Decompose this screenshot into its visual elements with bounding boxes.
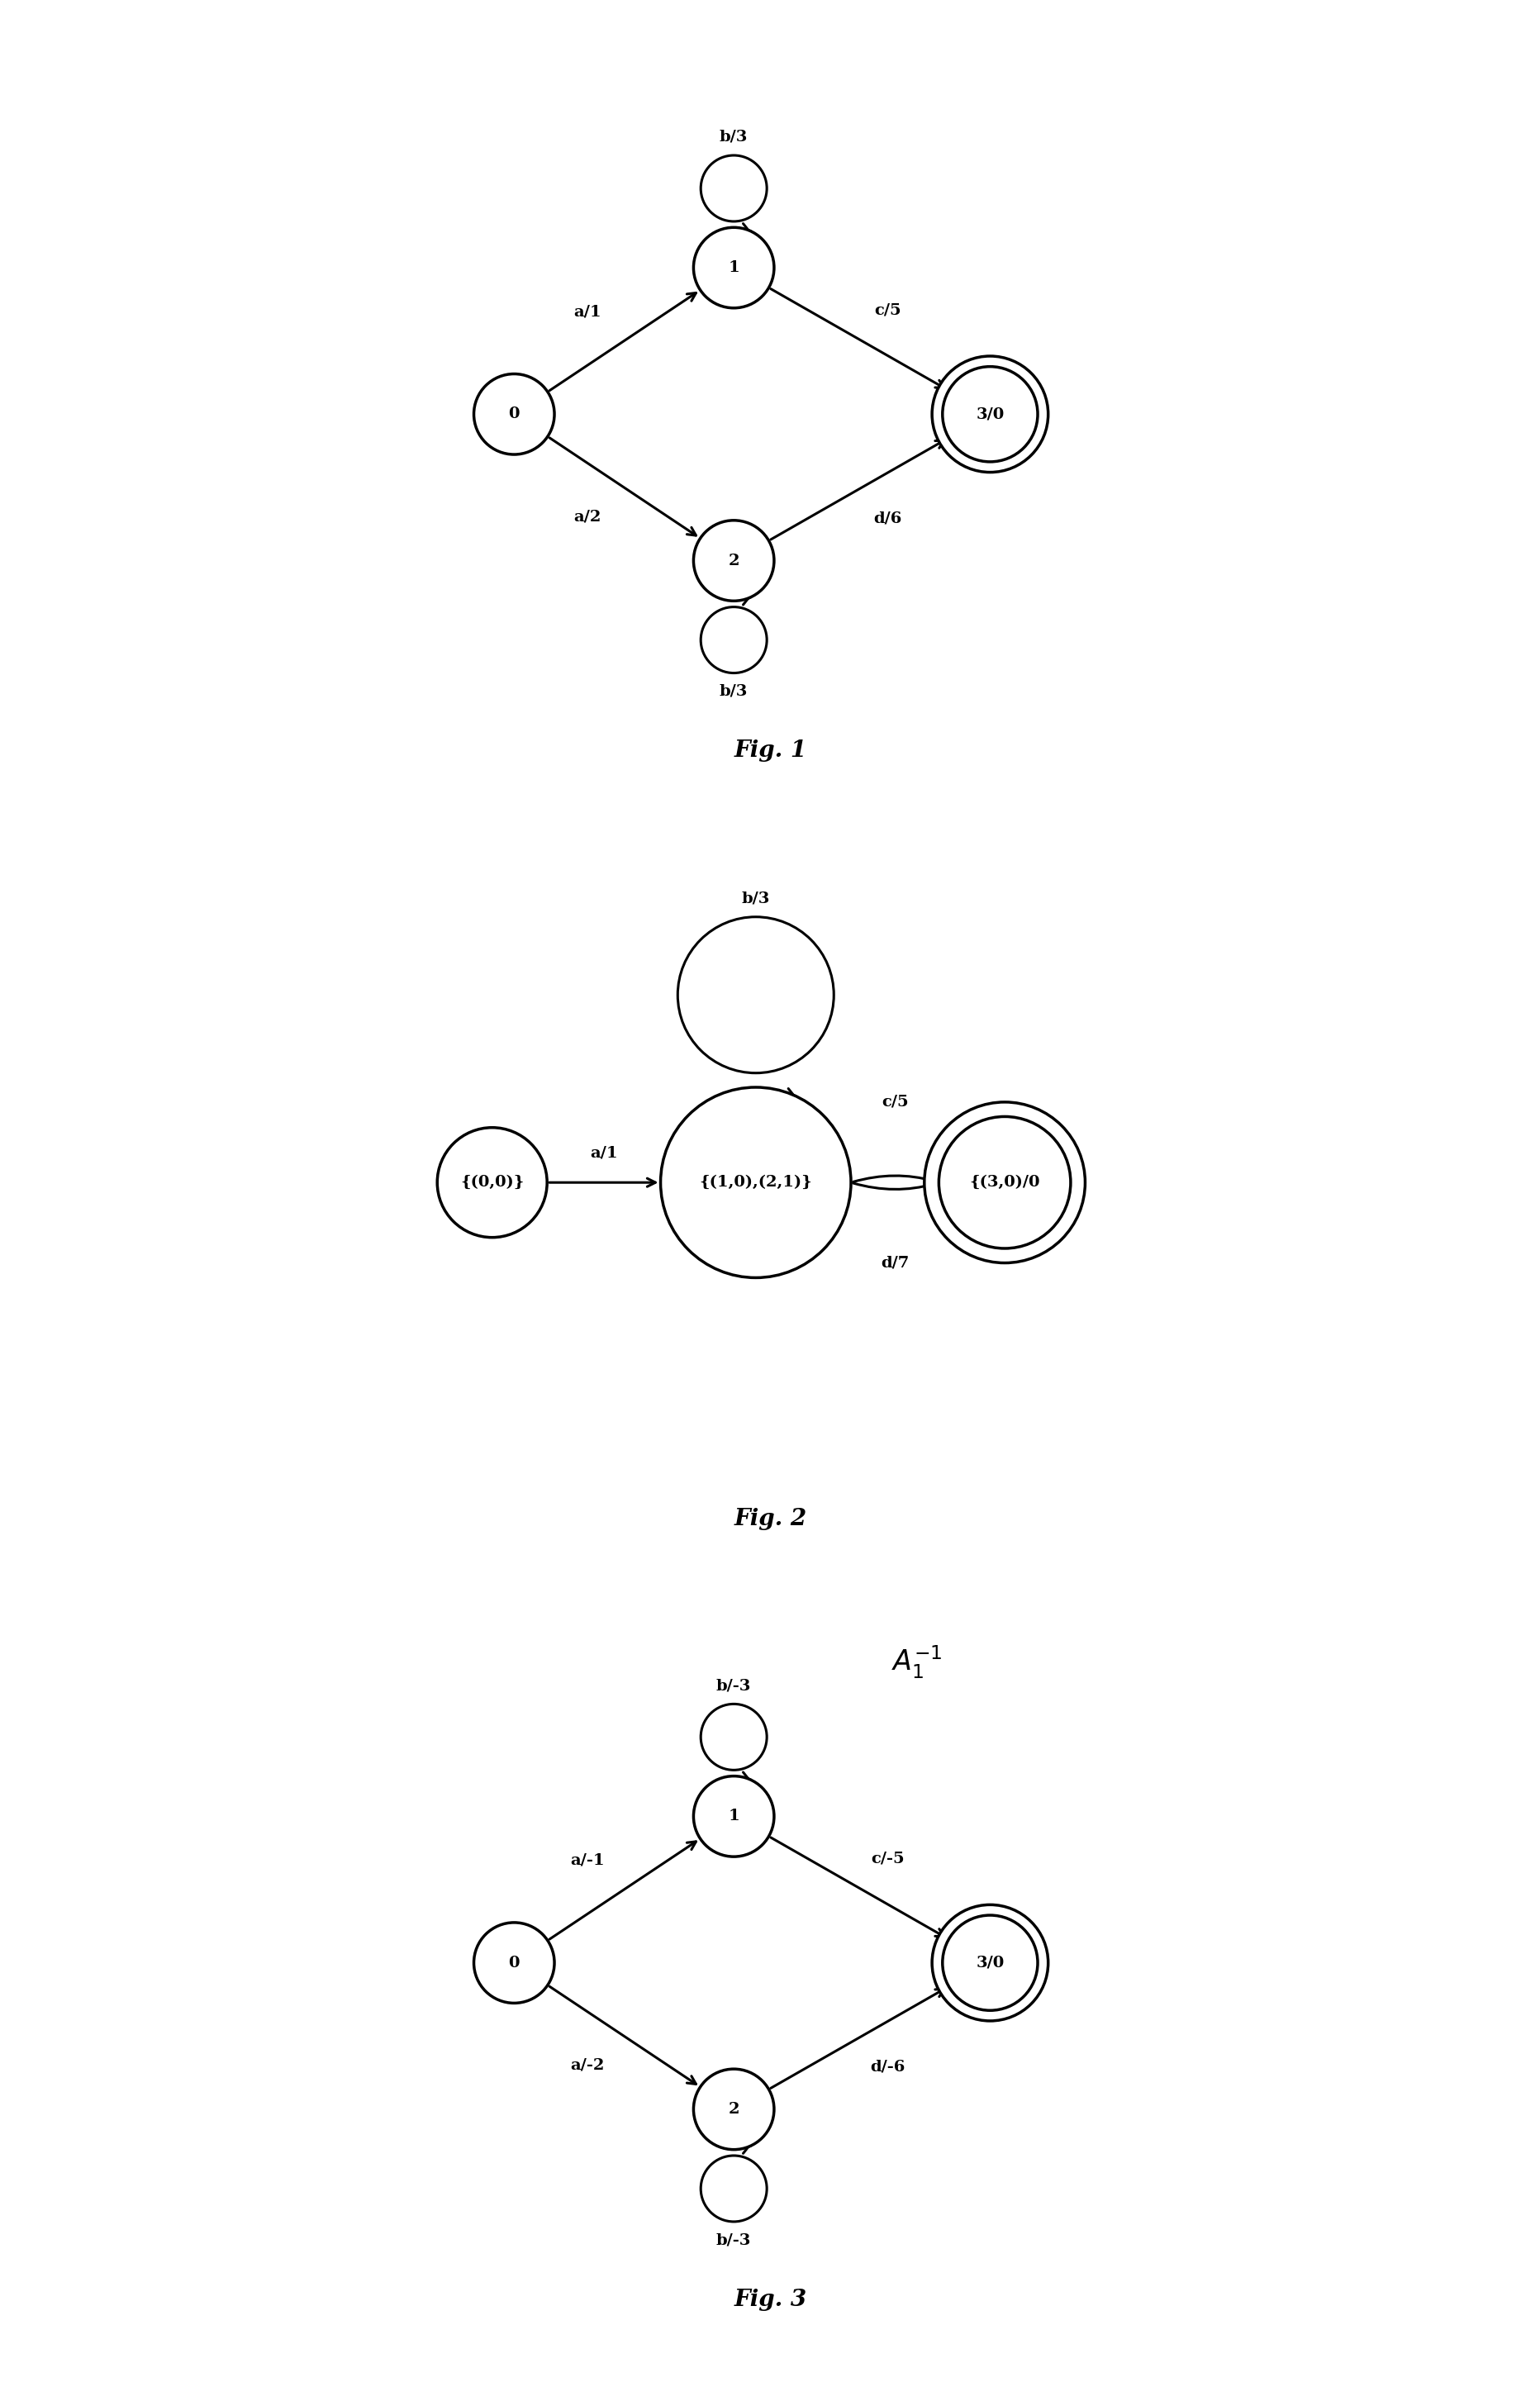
Text: b/3: b/3: [719, 130, 747, 144]
Text: b/3: b/3: [719, 684, 747, 699]
Circle shape: [474, 375, 554, 454]
Text: a/2: a/2: [573, 509, 601, 523]
Text: a/-1: a/-1: [570, 1854, 604, 1868]
Text: {(1,0),(2,1)}: {(1,0),(2,1)}: [699, 1174, 812, 1191]
Circle shape: [693, 521, 773, 600]
Circle shape: [693, 2070, 773, 2149]
Text: b/-3: b/-3: [716, 2233, 752, 2247]
Text: a/1: a/1: [590, 1145, 618, 1160]
Text: b/-3: b/-3: [716, 1678, 752, 1693]
Circle shape: [924, 1102, 1084, 1263]
Circle shape: [932, 355, 1047, 473]
Text: b/3: b/3: [741, 891, 770, 905]
Circle shape: [693, 228, 773, 307]
Text: Fig. 3: Fig. 3: [733, 2288, 807, 2310]
Text: d/7: d/7: [881, 1256, 909, 1270]
Text: a/1: a/1: [573, 305, 601, 319]
Text: c/-5: c/-5: [870, 1851, 904, 1866]
Text: 3/0: 3/0: [975, 1954, 1004, 1971]
Circle shape: [437, 1128, 547, 1237]
Text: $A_1^{-1}$: $A_1^{-1}$: [892, 1645, 941, 1681]
Text: Fig. 1: Fig. 1: [733, 740, 807, 761]
Text: 0: 0: [508, 406, 519, 423]
Circle shape: [942, 367, 1036, 461]
Circle shape: [693, 1777, 773, 1856]
Circle shape: [942, 1916, 1036, 2010]
Text: {(0,0)}: {(0,0)}: [460, 1174, 524, 1191]
Text: c/5: c/5: [881, 1095, 909, 1109]
Text: a/-2: a/-2: [570, 2058, 604, 2072]
Text: Fig. 2: Fig. 2: [733, 1508, 807, 1529]
Circle shape: [474, 1923, 554, 2002]
Text: 0: 0: [508, 1954, 519, 1971]
Circle shape: [938, 1116, 1070, 1249]
Circle shape: [932, 1904, 1047, 2022]
Text: 1: 1: [728, 259, 739, 276]
Text: d/-6: d/-6: [870, 2060, 906, 2074]
Text: {(3,0)/0: {(3,0)/0: [969, 1174, 1040, 1191]
Text: d/6: d/6: [873, 511, 902, 526]
Text: 2: 2: [728, 552, 739, 569]
Text: c/5: c/5: [875, 303, 901, 317]
Circle shape: [661, 1088, 850, 1277]
Text: 1: 1: [728, 1808, 739, 1825]
Text: 3/0: 3/0: [975, 406, 1004, 423]
Text: 2: 2: [728, 2101, 739, 2118]
